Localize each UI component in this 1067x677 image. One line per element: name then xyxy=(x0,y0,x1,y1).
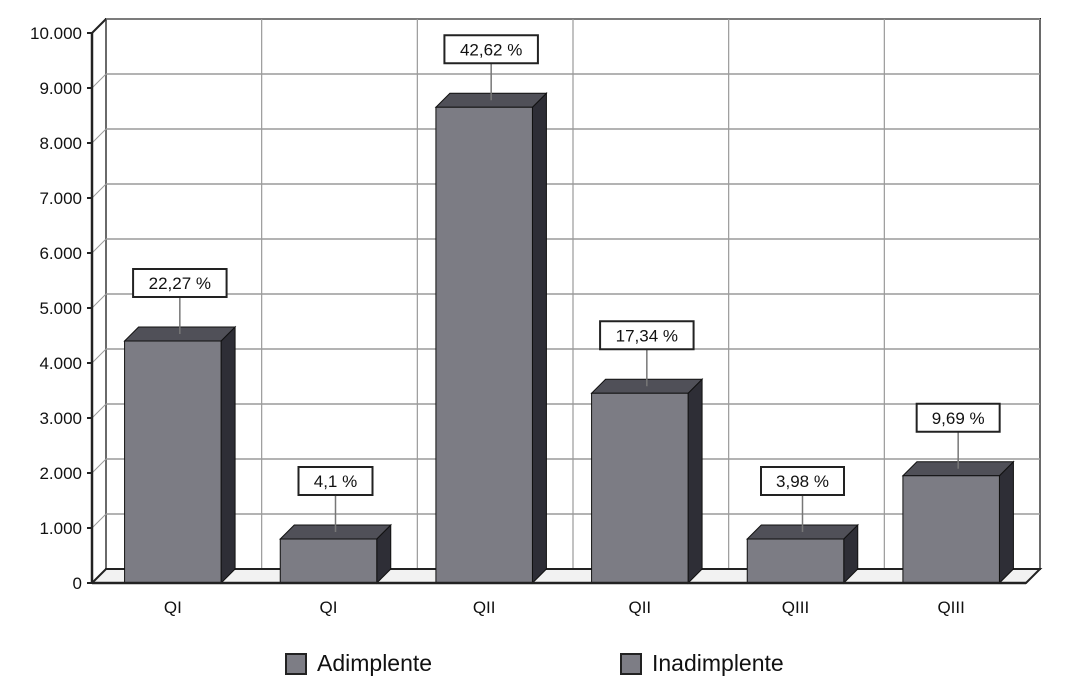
y-tick-label: 3.000 xyxy=(39,409,82,428)
y-tick-label: 2.000 xyxy=(39,464,82,483)
x-tick-label-5: QIII xyxy=(937,598,964,617)
bar-0 xyxy=(124,340,222,584)
data-label-box-4 xyxy=(760,466,845,496)
legend-swatch-adimplente xyxy=(285,652,307,675)
y-tick-label: 0 xyxy=(73,574,82,593)
legend-item-adimplente: Adimplente xyxy=(285,650,432,677)
grid-line-depth xyxy=(91,458,107,474)
data-label-box-0 xyxy=(132,268,228,298)
bar-1 xyxy=(279,538,378,584)
bar-side-0 xyxy=(220,325,236,585)
y-tick-label: 7.000 xyxy=(39,189,82,208)
legend-swatch-inadimplente xyxy=(620,652,642,675)
grid-line-depth xyxy=(91,183,107,199)
y-axis-top-edge xyxy=(91,18,107,34)
legend: Adimplente Inadimplente xyxy=(0,640,1067,677)
y-tick-label: 1.000 xyxy=(39,519,82,538)
y-tick-label: 5.000 xyxy=(39,299,82,318)
grid-line-depth xyxy=(91,238,107,254)
grid-line-depth xyxy=(91,293,107,309)
data-label-5: 9,69 % xyxy=(932,409,985,428)
bar-side-2 xyxy=(531,92,547,585)
grid-line-depth xyxy=(91,128,107,144)
x-tick-label-0: QI xyxy=(164,598,182,617)
data-label-1: 4,1 % xyxy=(314,472,357,491)
data-label-0: 22,27 % xyxy=(149,274,211,293)
data-label-box-3 xyxy=(599,320,695,351)
data-label-box-1 xyxy=(297,466,374,496)
data-label-4: 3,98 % xyxy=(776,472,829,491)
y-tick-label: 8.000 xyxy=(39,134,82,153)
y-tick-label: 10.000 xyxy=(30,24,82,43)
bar-2 xyxy=(435,106,533,584)
x-tick-label-1: QI xyxy=(320,598,338,617)
y-tick-label: 9.000 xyxy=(39,79,82,98)
bar-chart: 0 1.000 2.000 3.000 4.000 5.000 6.000 7.000 8.00… xyxy=(30,18,1043,617)
plot-floor xyxy=(89,568,1043,584)
data-label-2: 42,62 % xyxy=(460,40,522,59)
x-tick-label-2: QII xyxy=(473,598,496,617)
bar-3 xyxy=(591,392,689,584)
data-label-box-2 xyxy=(443,34,539,65)
bar-side-5 xyxy=(998,460,1014,585)
data-label-3: 17,34 % xyxy=(616,326,678,345)
x-tick-label-3: QII xyxy=(628,598,651,617)
grid-line-depth xyxy=(91,348,107,364)
y-tick-label: 6.000 xyxy=(39,244,82,263)
legend-item-inadimplente: Inadimplente xyxy=(620,650,784,677)
bar-4 xyxy=(746,538,845,584)
y-tick-label: 4.000 xyxy=(39,354,82,373)
bar-5 xyxy=(902,475,1000,584)
bar-side-3 xyxy=(687,378,703,585)
legend-label-inadimplente: Inadimplente xyxy=(652,650,784,676)
x-tick-label-4: QIII xyxy=(782,598,809,617)
legend-label-adimplente: Adimplente xyxy=(317,650,433,676)
data-label-box-5 xyxy=(915,402,1001,433)
grid-line-depth xyxy=(91,403,107,419)
grid-line-depth xyxy=(91,73,107,89)
grid-line-depth xyxy=(91,513,107,529)
